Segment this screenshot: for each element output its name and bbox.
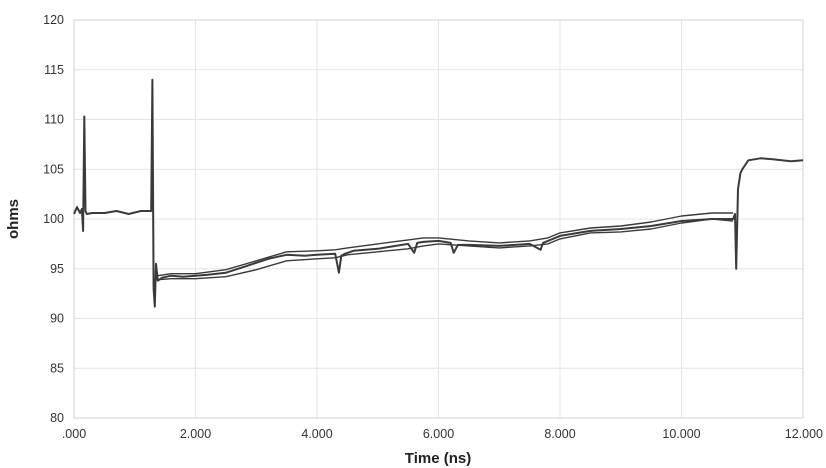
y-tick-label: 105 <box>43 162 64 176</box>
x-tick-label: 12.000 <box>785 427 823 441</box>
plot-frame <box>73 19 804 419</box>
x-tick-label: 2.000 <box>180 427 211 441</box>
series-lines <box>73 78 804 308</box>
x-tick-label: .000 <box>62 427 86 441</box>
y-tick-label: 95 <box>50 262 64 276</box>
x-tick-label: 8.000 <box>544 427 575 441</box>
x-tick-label: 4.000 <box>301 427 332 441</box>
y-tick-label: 100 <box>43 212 64 226</box>
y-tick-label: 90 <box>50 312 64 326</box>
x-tick-label: 6.000 <box>423 427 454 441</box>
y-axis-title: ohms <box>5 199 22 239</box>
y-tick-label: 120 <box>43 13 64 27</box>
series-line-3 <box>157 218 734 281</box>
y-axis-ticks: 80 85 90 95 100 105 110 115 120 <box>43 13 64 425</box>
x-axis-ticks: .000 2.000 4.000 6.000 8.000 10.000 12.000 <box>62 427 823 441</box>
x-axis-title: Time (ns) <box>405 450 471 467</box>
series-line-2 <box>157 212 734 277</box>
y-tick-label: 110 <box>44 113 64 127</box>
y-tick-label: 115 <box>44 63 64 77</box>
x-tick-label: 10.000 <box>662 427 700 441</box>
grid <box>73 19 804 419</box>
y-tick-label: 85 <box>50 361 64 375</box>
y-tick-label: 80 <box>50 411 64 425</box>
